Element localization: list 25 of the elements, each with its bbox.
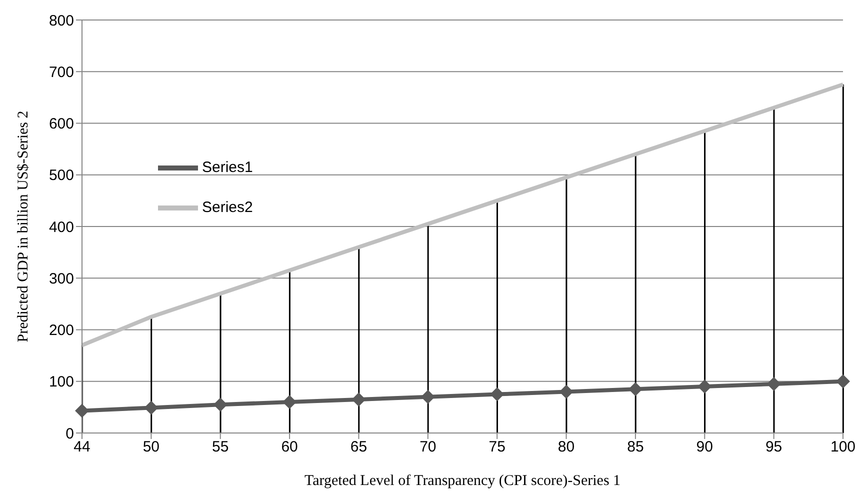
- x-tick-label: 75: [488, 438, 506, 456]
- y-tick-label: 600: [48, 116, 74, 133]
- x-tick-label: 95: [765, 438, 782, 456]
- x-tick-label: 85: [627, 438, 644, 456]
- x-tick-label: 50: [142, 438, 160, 456]
- x-tick-label: 100: [830, 438, 856, 456]
- y-tick-label: 800: [48, 12, 74, 30]
- y-axis-title: Predicted GDP in billion US$-Series 2: [15, 110, 32, 342]
- legend-label: Series2: [202, 199, 253, 216]
- x-tick-label: 80: [558, 438, 575, 456]
- x-tick-label: 60: [281, 438, 298, 456]
- y-tick-label: 400: [48, 218, 74, 236]
- x-tick-label: 44: [74, 438, 90, 456]
- y-tick-label: 500: [48, 167, 74, 184]
- x-tick-label: 90: [696, 438, 713, 456]
- legend-label: Series1: [202, 159, 253, 176]
- x-tick-label: 55: [212, 438, 229, 456]
- y-tick-label: 700: [48, 64, 74, 81]
- y-tick-label: 200: [48, 322, 74, 340]
- y-tick-label: 300: [48, 270, 74, 288]
- x-tick-label: 65: [350, 438, 368, 456]
- y-tick-label: 100: [48, 374, 74, 391]
- x-axis-title: Targeted Level of Transparency (CPI score)-Series 1: [304, 473, 621, 489]
- y-tick-label: 0: [66, 425, 74, 442]
- x-tick-label: 70: [420, 438, 436, 456]
